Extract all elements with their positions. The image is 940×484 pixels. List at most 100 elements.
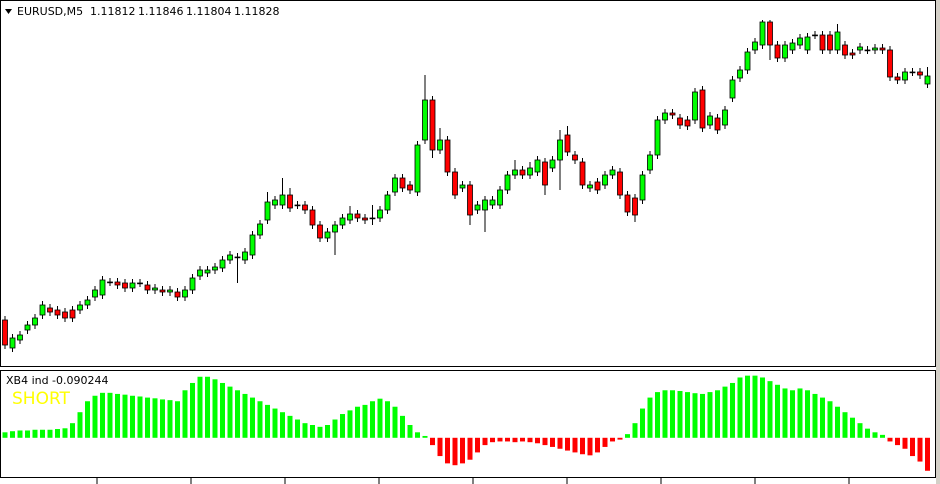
candle-body	[459, 184, 466, 189]
candle-body	[864, 49, 871, 52]
histogram-bar	[137, 396, 143, 438]
histogram-bar	[790, 390, 795, 438]
histogram-bar	[205, 376, 210, 438]
histogram-bar	[722, 386, 728, 438]
histogram-bar	[92, 395, 98, 438]
histogram-bar	[40, 429, 45, 438]
histogram-bar	[887, 437, 893, 442]
histogram-bar	[160, 399, 165, 438]
histogram-bar	[2, 432, 8, 438]
histogram-bar	[700, 393, 705, 438]
candle-body	[879, 47, 886, 51]
histogram-bar	[257, 401, 263, 438]
histogram-bar	[220, 382, 225, 438]
histogram-bar	[617, 437, 623, 440]
histogram-bar	[512, 437, 518, 443]
menu-arrow[interactable]	[5, 9, 12, 14]
candle-body	[654, 119, 661, 156]
histogram-bar	[685, 392, 690, 438]
candle-body	[444, 139, 451, 173]
candle-body	[692, 91, 698, 121]
histogram-bar	[460, 437, 465, 464]
histogram-bar	[407, 425, 413, 438]
candle-body	[917, 71, 923, 76]
low-label: 1.11804	[186, 5, 232, 18]
histogram-bar	[287, 415, 293, 438]
histogram-bar	[602, 437, 608, 447]
histogram-bar	[242, 393, 248, 438]
candle-body	[24, 324, 31, 331]
main-panel	[0, 0, 936, 367]
candle-body	[542, 161, 548, 186]
candle-body	[482, 199, 488, 211]
histogram-bar	[827, 401, 833, 438]
candle-body	[174, 291, 181, 298]
candle-body	[69, 309, 76, 319]
histogram-bar	[362, 404, 368, 438]
candle-body	[714, 117, 721, 131]
histogram-bar	[197, 376, 203, 438]
histogram-bar	[467, 437, 473, 460]
histogram-bar	[115, 393, 120, 438]
histogram-bar	[835, 406, 840, 438]
candle-body	[9, 337, 16, 349]
histogram-bar	[347, 410, 353, 438]
histogram-bar	[437, 437, 443, 457]
histogram-bar	[490, 437, 495, 443]
candle-body	[587, 184, 593, 189]
histogram-bar	[587, 437, 593, 456]
candle-body	[392, 177, 398, 193]
candle-body	[339, 217, 346, 226]
candle-body	[662, 112, 668, 121]
candle-body	[309, 209, 316, 226]
candle-body	[17, 334, 23, 341]
candle-body	[317, 224, 323, 239]
candle-body	[324, 231, 331, 239]
histogram-bar	[265, 404, 270, 438]
candle-body	[2, 319, 8, 346]
candle-body	[474, 204, 481, 211]
histogram-bar	[392, 406, 398, 438]
indicator-title: XB4 ind	[6, 374, 49, 387]
candle-body	[857, 46, 863, 51]
candle-body	[227, 254, 233, 261]
histogram-bar	[17, 430, 23, 438]
histogram-bar	[497, 437, 503, 442]
histogram-bar	[745, 375, 750, 438]
candle-body	[639, 174, 646, 201]
candle-body	[752, 41, 758, 51]
histogram-bar	[737, 377, 743, 438]
candle-body	[167, 289, 173, 293]
close-label: 1.11828	[234, 5, 280, 18]
histogram-bar	[527, 437, 533, 443]
candle-body	[677, 117, 683, 126]
candle-body	[422, 99, 428, 141]
candle-body	[647, 154, 653, 171]
histogram-bar	[32, 429, 38, 438]
histogram-bar	[677, 391, 683, 438]
histogram-bar	[505, 437, 510, 442]
candle-body	[99, 279, 106, 296]
histogram-bar	[797, 388, 803, 438]
candle-body	[519, 169, 526, 176]
candle-body	[107, 281, 113, 284]
candle-body	[62, 311, 68, 319]
candle-body	[77, 304, 83, 311]
histogram-bar	[325, 425, 330, 438]
histogram-bar	[925, 437, 930, 471]
symbol-label: EURUSD,M5	[17, 5, 83, 18]
histogram-bar	[152, 398, 158, 438]
candle-body	[804, 36, 811, 51]
histogram-bar	[647, 397, 653, 438]
histogram-bar	[100, 392, 105, 438]
candle-body	[504, 174, 511, 191]
high-label: 1.11846	[138, 5, 184, 18]
candle-body	[707, 115, 713, 126]
histogram-bar	[145, 397, 150, 438]
candle-body	[924, 75, 931, 85]
candle-body	[617, 171, 623, 196]
candle-body	[384, 194, 391, 211]
candle-body	[782, 44, 788, 59]
histogram-bar	[632, 423, 638, 438]
